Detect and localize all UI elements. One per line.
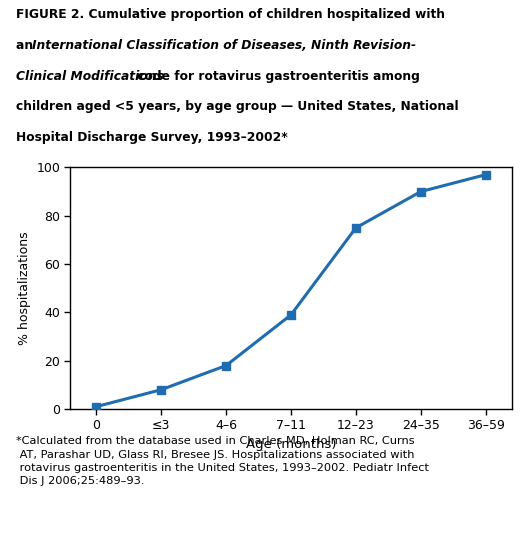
Text: children aged <5 years, by age group — United States, National: children aged <5 years, by age group — U… bbox=[16, 100, 458, 114]
Text: International Classification of Diseases, Ninth Revision-: International Classification of Diseases… bbox=[32, 39, 416, 52]
Text: FIGURE 2. Cumulative proportion of children hospitalized with: FIGURE 2. Cumulative proportion of child… bbox=[16, 8, 445, 21]
Text: Clinical Modifications: Clinical Modifications bbox=[16, 70, 163, 83]
Text: an: an bbox=[16, 39, 37, 52]
X-axis label: Age (months): Age (months) bbox=[246, 438, 336, 451]
Y-axis label: % hospitalizations: % hospitalizations bbox=[18, 232, 31, 345]
Text: *Calculated from the database used in Charles MD, Holman RC, Curns
 AT, Parashar: *Calculated from the database used in Ch… bbox=[16, 436, 429, 486]
Text: Hospital Discharge Survey, 1993–2002*: Hospital Discharge Survey, 1993–2002* bbox=[16, 131, 288, 144]
Text: code for rotavirus gastroenteritis among: code for rotavirus gastroenteritis among bbox=[133, 70, 420, 83]
